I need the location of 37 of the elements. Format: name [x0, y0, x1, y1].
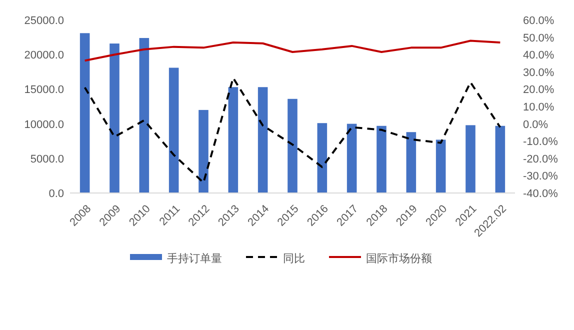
bar: [317, 123, 328, 193]
bar: [406, 132, 416, 193]
y2-tick-label: -20.0%: [523, 153, 558, 166]
y-tick-label: 25000.0: [24, 15, 64, 27]
legend-label: 手持订单量: [167, 252, 222, 265]
y-tick-label: 20000.0: [24, 50, 64, 62]
bar: [228, 87, 238, 193]
y2-tick-label: 0.0%: [523, 118, 548, 131]
y2-tick-label: -30.0%: [523, 170, 558, 183]
y-tick-label: 15000.0: [24, 84, 64, 96]
legend-label: 国际市场份额: [366, 252, 432, 265]
bar: [168, 68, 179, 193]
bar: [110, 44, 120, 193]
bar: [436, 140, 446, 193]
y-tick-label: 5000.0: [30, 153, 64, 166]
bar: [495, 126, 506, 193]
y-tick-label: 10000.0: [24, 118, 64, 131]
y2-tick-label: 60.0%: [523, 15, 554, 27]
y2-tick-label: -40.0%: [523, 188, 558, 200]
y2-tick-label: 40.0%: [523, 50, 554, 62]
bar: [346, 124, 357, 193]
bar: [258, 87, 268, 193]
legend-label: 同比: [283, 252, 305, 265]
bar: [198, 110, 208, 193]
bar: [139, 38, 150, 193]
line-series: [84, 40, 502, 62]
bar: [466, 125, 476, 193]
y2-tick-label: 30.0%: [523, 66, 554, 79]
line-series: [84, 76, 502, 184]
y-tick-label: 0.0: [48, 188, 64, 200]
bar: [376, 126, 386, 193]
y2-tick-label: 50.0%: [523, 32, 554, 44]
y2-tick-label: 10.0%: [523, 102, 554, 114]
bar: [288, 98, 298, 193]
y2-tick-label: 20.0%: [523, 84, 554, 96]
bar: [80, 33, 90, 193]
y2-tick-label: -10.0%: [523, 136, 558, 148]
